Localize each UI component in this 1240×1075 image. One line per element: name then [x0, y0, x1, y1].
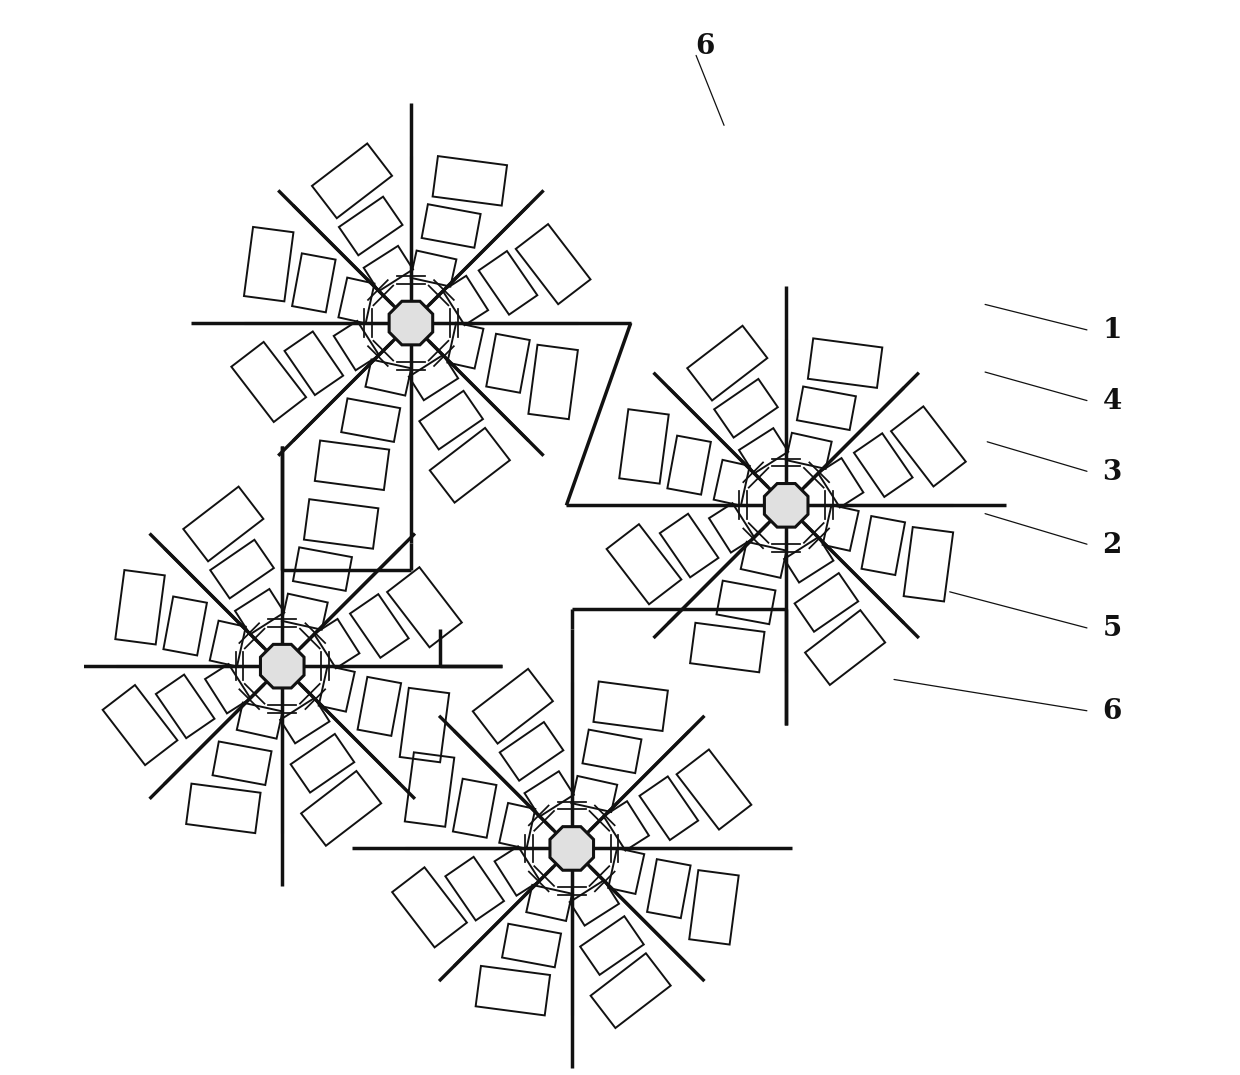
- Text: 4: 4: [1102, 388, 1122, 415]
- Polygon shape: [389, 301, 433, 345]
- Text: 1: 1: [1102, 317, 1122, 344]
- Text: 3: 3: [1102, 459, 1122, 486]
- Polygon shape: [764, 484, 808, 527]
- Polygon shape: [551, 827, 594, 871]
- Text: 6: 6: [1102, 698, 1122, 725]
- Polygon shape: [260, 644, 304, 688]
- Text: 5: 5: [1102, 615, 1122, 642]
- Text: 2: 2: [1102, 531, 1122, 559]
- Text: 6: 6: [696, 33, 714, 60]
